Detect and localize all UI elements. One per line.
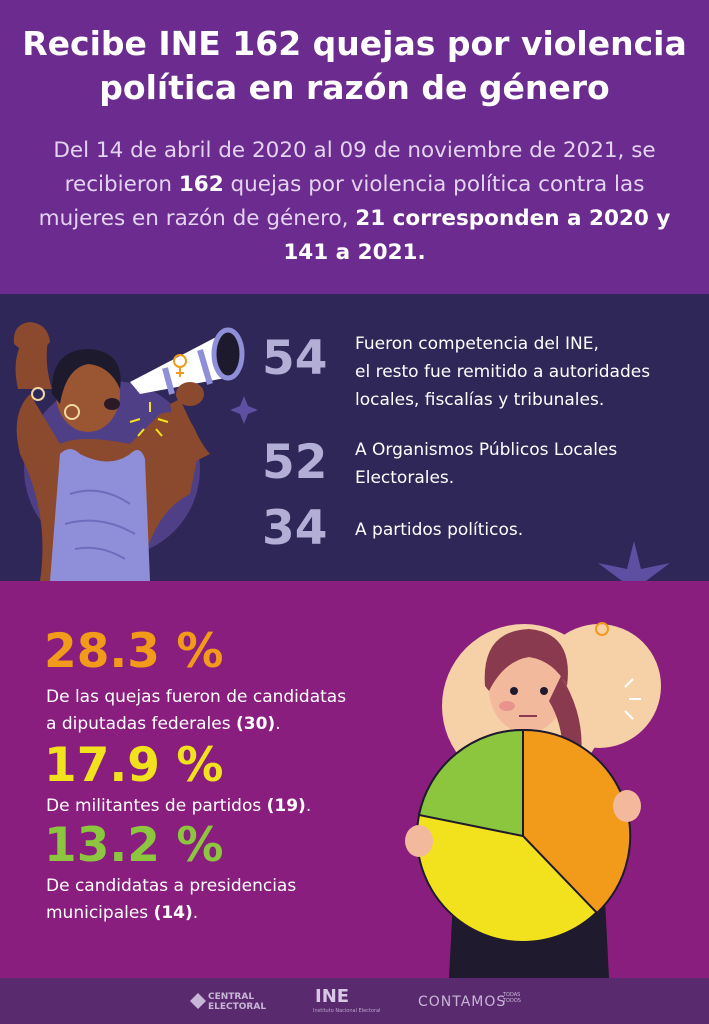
stat-text-ople: A Organismos Públicos Locales Electorale…: [355, 436, 685, 492]
stat-text-line: A Organismos Públicos Locales: [355, 440, 618, 460]
percentages-section: 28.3 % De las quejas fueron de candidata…: [0, 581, 709, 978]
female-symbol-icon: [173, 354, 187, 377]
percent-text-line-2: a diputadas federales (30).: [46, 711, 396, 738]
stat-number-partidos: 34: [262, 501, 328, 556]
stat-text-line: el resto fue remitido a autoridades: [355, 362, 651, 382]
intro-text-1: Del 14 de abril de 2020 al 09 de noviemb…: [53, 138, 656, 197]
contamos-logo-small: TODAS TODOS: [503, 992, 521, 1004]
logo-line: TODAS: [503, 992, 521, 998]
percent-diputadas-text: De las quejas fueron de candidatas a dip…: [46, 684, 396, 738]
stat-text-ine: Fueron competencia del INE, el resto fue…: [355, 330, 685, 414]
central-electoral-logo: CENTRAL ELECTORAL: [208, 992, 266, 1012]
percent-text-segment: municipales: [46, 903, 154, 923]
percent-text-line-2: municipales (14).: [46, 900, 396, 927]
header-section: Recibe INE 162 quejas por violencia polí…: [0, 0, 709, 294]
intro-bold-1: 162: [178, 172, 224, 197]
percent-end: .: [192, 903, 199, 923]
stat-text-line: Electorales.: [355, 468, 455, 488]
logo-line: CENTRAL: [208, 992, 255, 1002]
percent-end: .: [305, 796, 312, 816]
percent-text-segment: a diputadas federales: [46, 714, 236, 734]
percent-end: .: [275, 714, 281, 734]
woman-megaphone-illustration: [13, 322, 258, 581]
title-line-1: Recibe INE 162 quejas por violencia: [22, 24, 687, 63]
stat-text-line: locales, fiscalías y tribunales.: [355, 390, 605, 410]
percent-militantes: 17.9 %: [44, 738, 224, 793]
percent-text-line: De las quejas fueron de candidatas: [46, 687, 347, 707]
woman-pie-chart-illustration: [405, 622, 661, 978]
stats-section: 54 Fueron competencia del INE, el resto …: [0, 294, 709, 621]
title-line-2: política en razón de género: [99, 68, 610, 107]
stat-number-ine: 54: [262, 331, 328, 386]
percent-militantes-text: De militantes de partidos (19).: [46, 793, 396, 820]
percent-text-line: De militantes de partidos (19).: [46, 793, 396, 820]
stat-text-line: A partidos políticos.: [355, 520, 524, 540]
percent-diputadas: 28.3 %: [44, 624, 224, 679]
sparkle-icon: [129, 402, 169, 437]
stat-number-ople: 52: [262, 435, 328, 490]
percent-text-line: De candidatas a presidencias: [46, 876, 297, 896]
intro-paragraph: Del 14 de abril de 2020 al 09 de noviemb…: [20, 134, 689, 270]
percent-text-segment: De militantes de partidos: [46, 796, 267, 816]
pie-chart-sign-icon: [416, 728, 632, 943]
ine-logo: INE: [315, 986, 350, 1007]
contamos-logo: CONTAMOS: [418, 994, 507, 1010]
logo-line: ELECTORAL: [208, 1002, 267, 1012]
footer: CENTRAL ELECTORAL INE Instituto Nacional…: [0, 978, 709, 1024]
sparkle-icon: [624, 678, 641, 720]
ine-logo-subtitle: Instituto Nacional Electoral: [313, 1008, 381, 1014]
percent-count: (19): [266, 796, 306, 816]
megaphone-icon: [130, 327, 245, 395]
intro-bold-2: 21 corresponden a 2020 y 141 a 2021.: [283, 206, 671, 265]
logo-line: TODOS: [503, 998, 521, 1004]
percent-presidencias-text: De candidatas a presidencias municipales…: [46, 873, 396, 927]
percent-presidencias: 13.2 %: [44, 818, 224, 873]
stat-text-line: Fueron competencia del INE,: [355, 334, 599, 354]
percent-count: (30): [236, 714, 276, 734]
intro-text-2: quejas por violencia política contra las…: [38, 172, 645, 231]
stat-text-partidos: A partidos políticos.: [355, 516, 685, 544]
central-electoral-logo-icon: [190, 993, 206, 1009]
star-burst-icon: [230, 396, 258, 424]
percent-count: (14): [153, 903, 193, 923]
page-title: Recibe INE 162 quejas por violencia polí…: [0, 22, 709, 110]
